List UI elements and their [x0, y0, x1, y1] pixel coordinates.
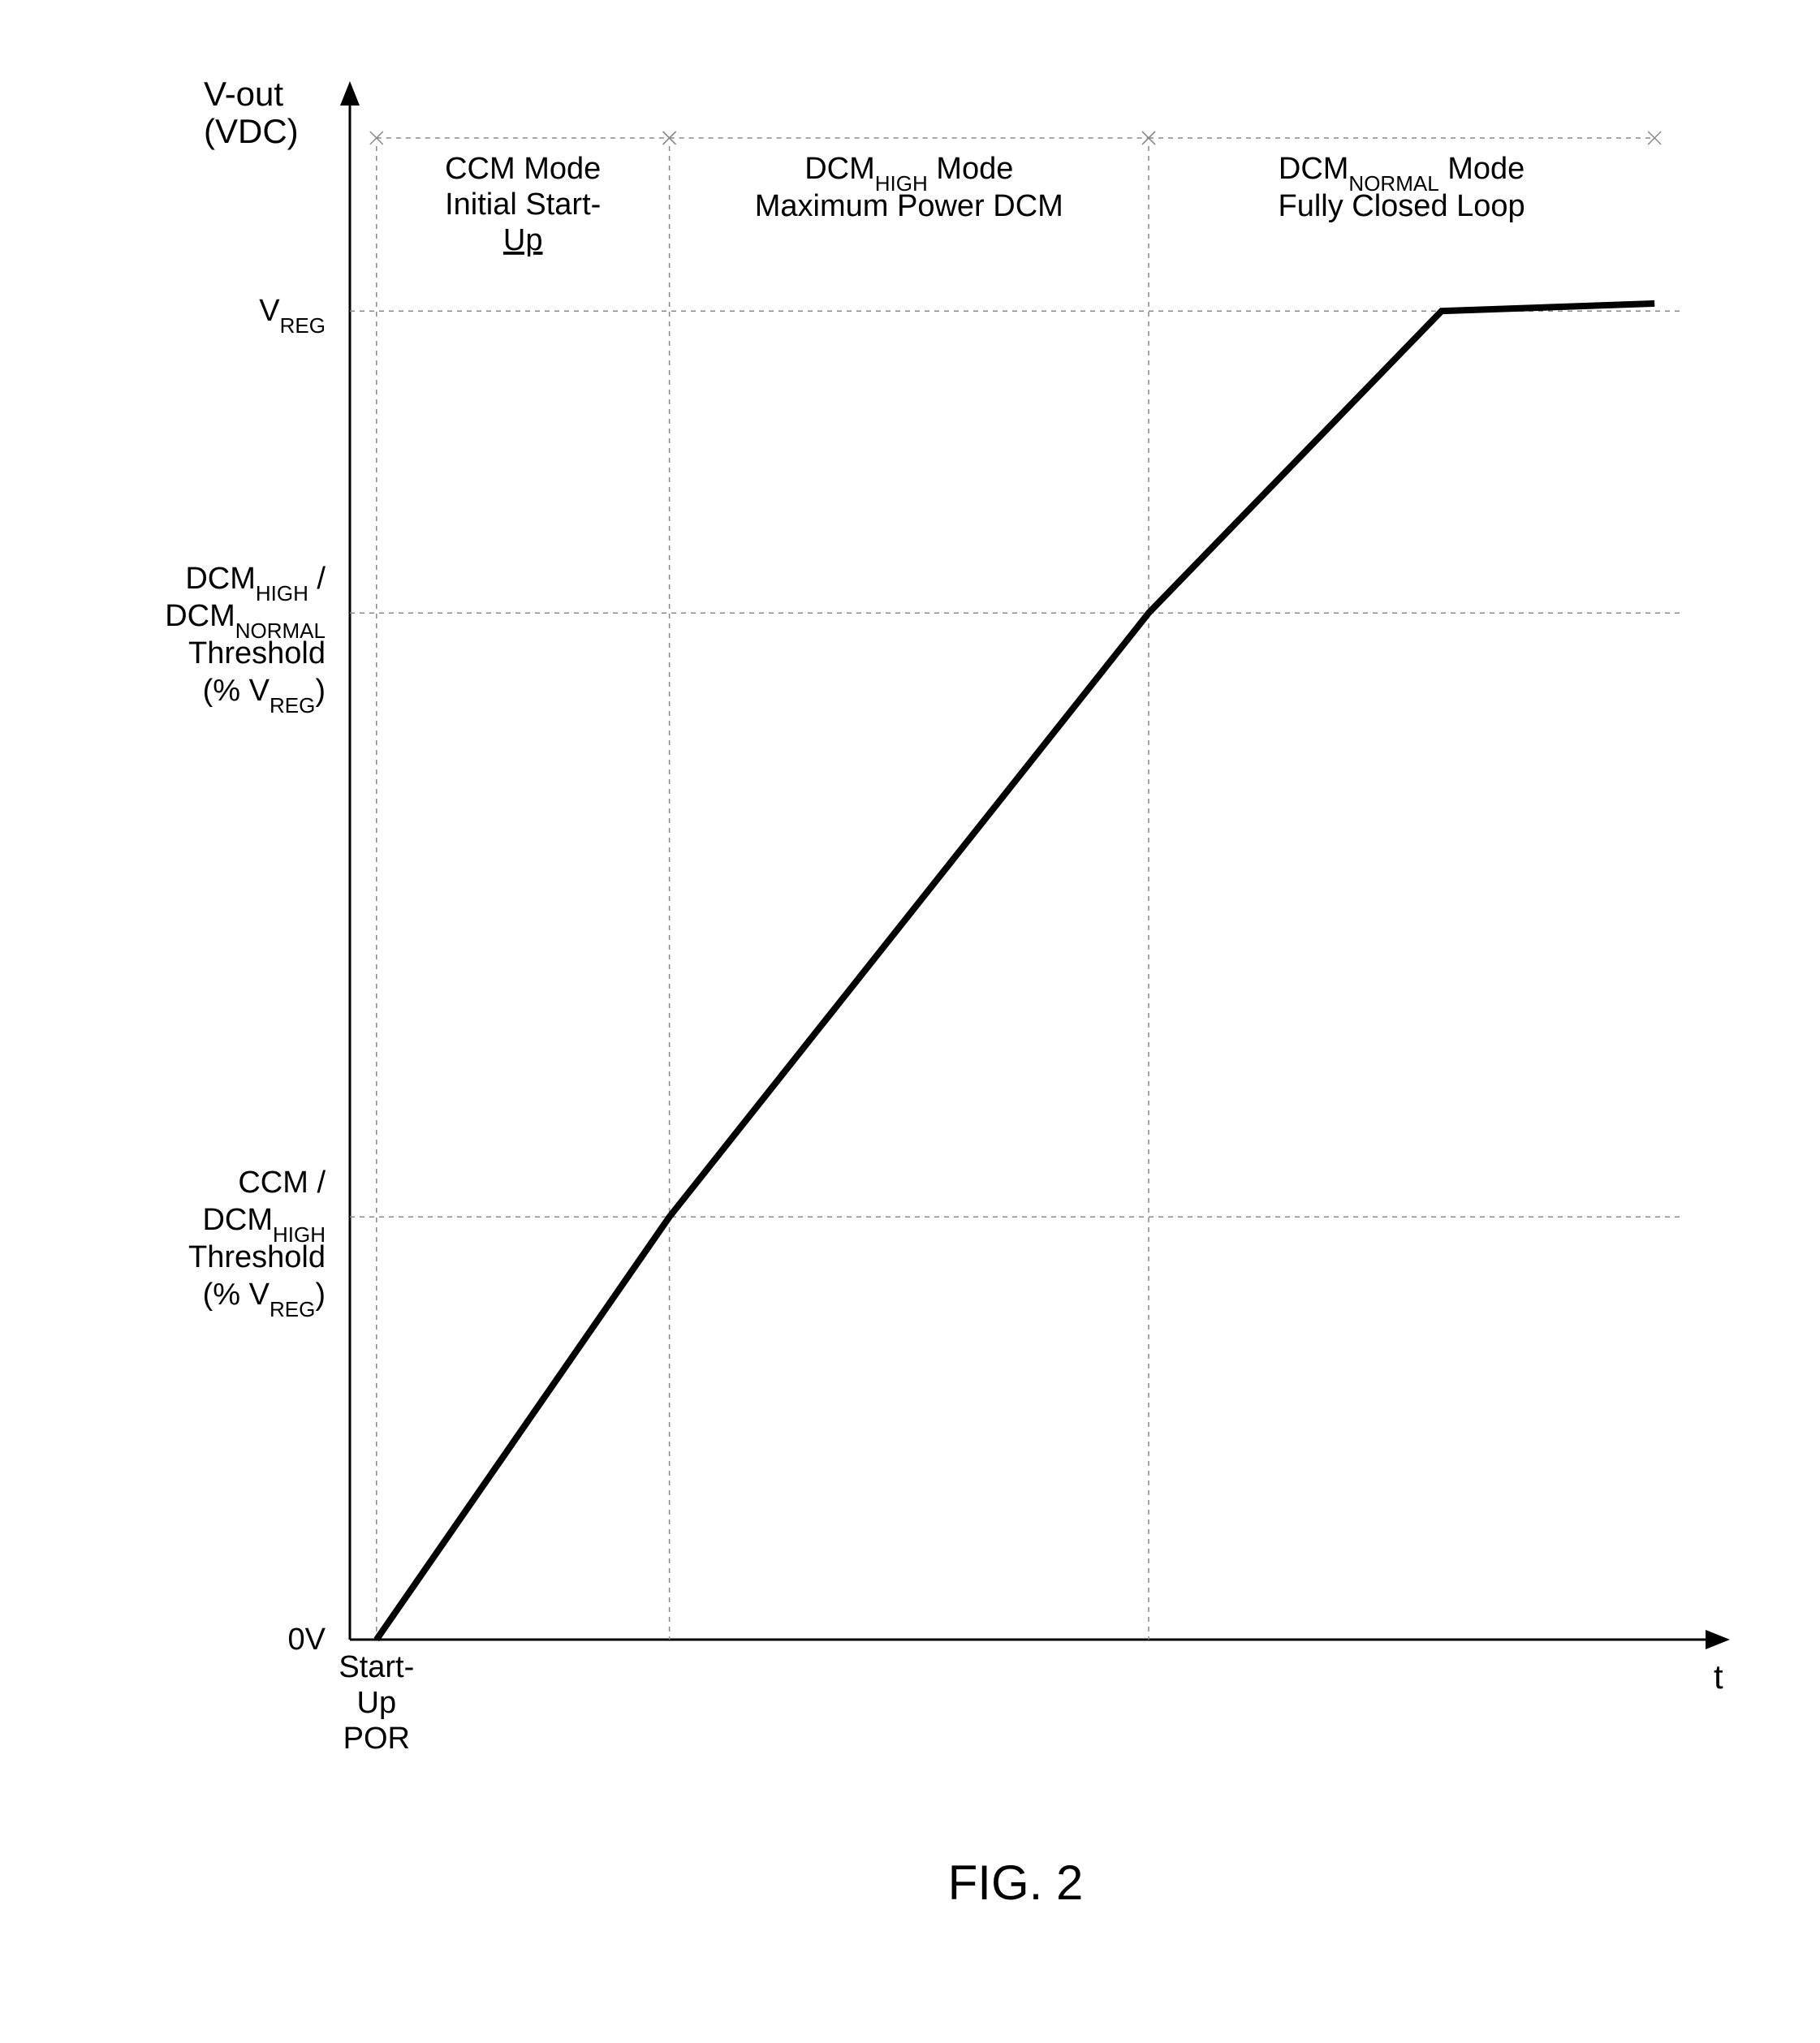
x-axis-arrow: [1706, 1630, 1730, 1649]
region-label-dcmn: DCMNORMAL ModeFully Closed Loop: [1279, 152, 1525, 223]
y-axis-arrow: [340, 81, 360, 106]
ytick-dcm-hn: DCMHIGH /DCMNORMALThreshold(% VREG): [165, 562, 326, 718]
figure-label: FIG. 2: [948, 1856, 1084, 1910]
region-label-dcmh: DCMHIGH ModeMaximum Power DCM: [755, 152, 1063, 223]
ytick-0v: 0V: [288, 1623, 326, 1657]
chart-svg: V-out(VDC) t VREG DCMHIGH /DCMNORMALThresho…: [58, 32, 1762, 1981]
x-axis-title: t: [1714, 1657, 1723, 1696]
y-axis-title: V-out: [204, 75, 283, 113]
ytick-ccm-dh: CCM /DCMHIGHThreshold(% VREG): [188, 1166, 326, 1321]
xtick-startup: Start-UpPOR: [339, 1650, 414, 1756]
region-label-ccm: CCM ModeInitial Start-Up: [445, 152, 601, 257]
vout-curve: [377, 304, 1654, 1640]
chart-container: V-out(VDC) t VREG DCMHIGH /DCMNORMALThresho…: [58, 32, 1762, 1981]
ytick-vreg: VREG: [259, 294, 326, 338]
y-axis-title-2: (VDC): [204, 112, 299, 150]
